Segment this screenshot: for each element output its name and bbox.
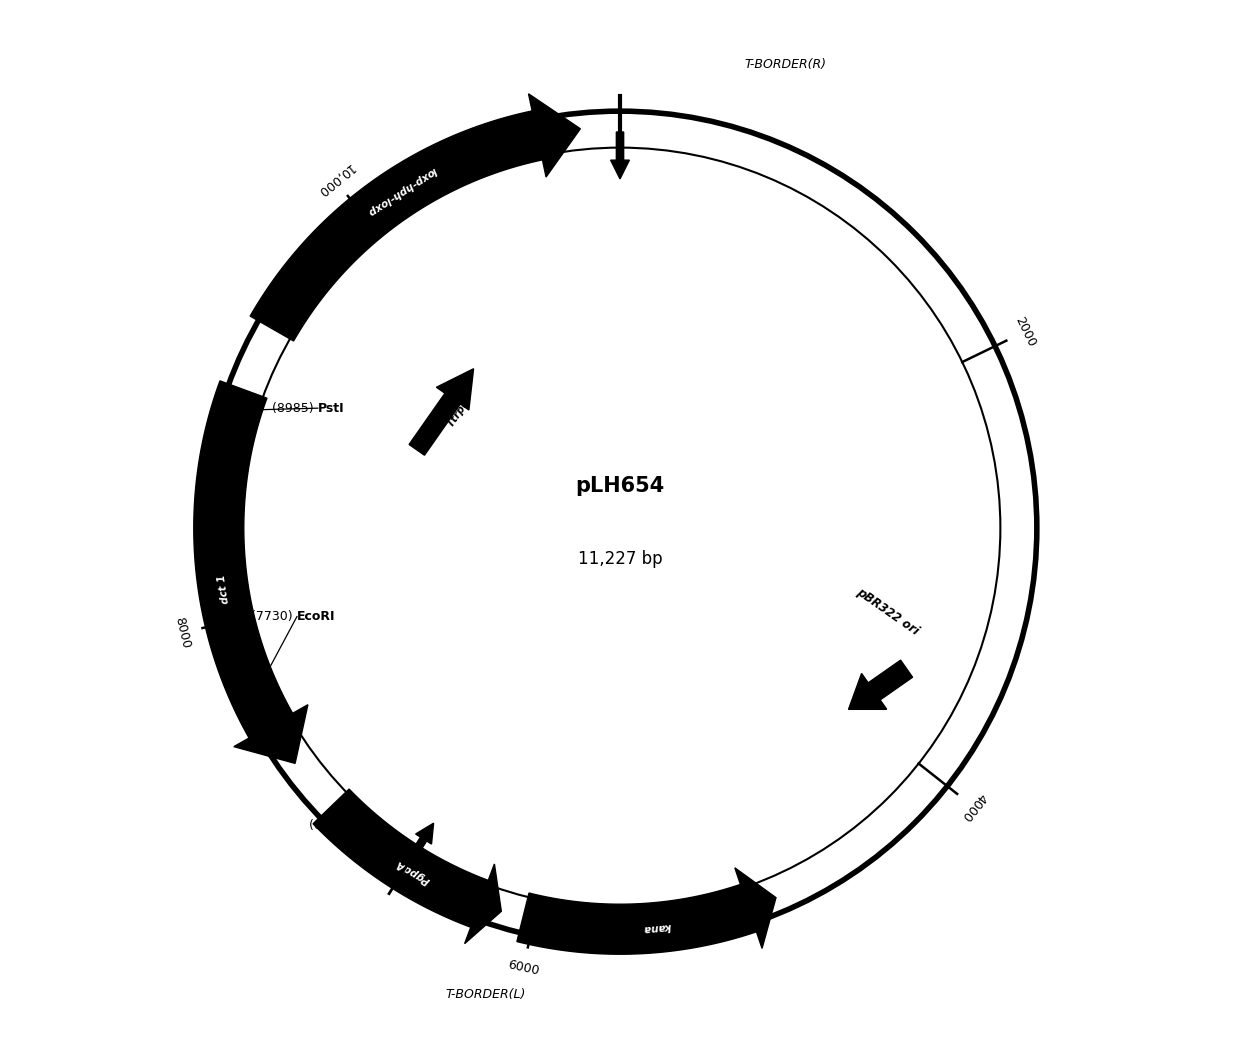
Polygon shape bbox=[405, 824, 434, 865]
Text: 2000: 2000 bbox=[1012, 315, 1038, 348]
Text: T-BORDER(L): T-BORDER(L) bbox=[446, 988, 526, 1001]
Text: Ttrpc: Ttrpc bbox=[445, 398, 471, 429]
Text: EcoRI: EcoRI bbox=[296, 610, 336, 623]
Text: 4000: 4000 bbox=[959, 790, 988, 824]
Polygon shape bbox=[312, 789, 489, 927]
Text: T-BORDER(R): T-BORDER(R) bbox=[744, 58, 826, 72]
Text: (7730): (7730) bbox=[252, 610, 296, 623]
Text: 11,227 bp: 11,227 bp bbox=[578, 550, 662, 568]
Text: dct 1: dct 1 bbox=[216, 573, 231, 604]
Polygon shape bbox=[250, 111, 542, 341]
Text: loxp-hph-loxp: loxp-hph-loxp bbox=[366, 166, 438, 218]
Text: (6789): (6789) bbox=[309, 818, 355, 831]
Polygon shape bbox=[735, 868, 776, 948]
Polygon shape bbox=[848, 660, 913, 710]
Text: pBR322 ori: pBR322 ori bbox=[854, 585, 921, 638]
Text: pLH654: pLH654 bbox=[575, 476, 665, 496]
Polygon shape bbox=[193, 381, 293, 738]
Text: kana: kana bbox=[642, 921, 671, 934]
Text: PgpdA: PgpdA bbox=[394, 857, 433, 886]
Polygon shape bbox=[409, 369, 474, 455]
Text: 6000: 6000 bbox=[506, 958, 541, 978]
Text: 10,000: 10,000 bbox=[314, 161, 356, 199]
Polygon shape bbox=[517, 885, 756, 955]
Text: SpeI: SpeI bbox=[355, 818, 386, 831]
Polygon shape bbox=[610, 132, 630, 178]
Text: 8000: 8000 bbox=[172, 616, 192, 650]
Polygon shape bbox=[528, 94, 580, 177]
Polygon shape bbox=[465, 864, 501, 944]
Text: (8985): (8985) bbox=[272, 401, 317, 415]
Text: PstI: PstI bbox=[317, 401, 345, 415]
Polygon shape bbox=[234, 704, 308, 763]
